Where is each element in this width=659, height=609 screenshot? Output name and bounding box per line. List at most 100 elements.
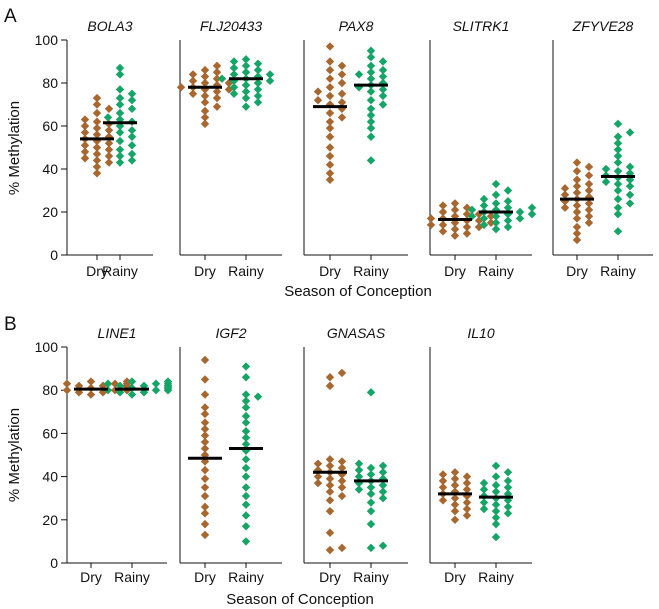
- data-point-rainy: [127, 104, 137, 113]
- data-point-rainy: [479, 498, 489, 507]
- data-point-rainy: [354, 485, 364, 494]
- data-point-dry: [80, 154, 90, 163]
- y-tick-label: 0: [50, 247, 58, 263]
- category-label-rainy: Rainy: [353, 263, 389, 279]
- data-point-dry: [325, 42, 335, 51]
- panel-gnasas: GNASAS Dry Rainy: [303, 325, 408, 585]
- data-point-rainy: [115, 136, 125, 146]
- data-point-dry: [176, 83, 186, 92]
- data-point-dry: [200, 483, 210, 492]
- y-tick-label: 100: [35, 339, 59, 355]
- category-label-dry: Dry: [86, 263, 108, 279]
- data-point-rainy: [378, 487, 388, 496]
- data-point-rainy: [241, 87, 251, 96]
- data-point-dry: [462, 504, 472, 514]
- data-point-rainy: [491, 519, 501, 529]
- data-point-dry: [584, 212, 594, 221]
- data-point-dry: [92, 143, 102, 152]
- data-point-dry: [462, 472, 472, 481]
- category-label-rainy: Rainy: [114, 569, 150, 585]
- chart-B: B % Methylation 0 20 40 60 80 100 Season of Conc…: [4, 314, 532, 608]
- data-point-dry: [325, 481, 335, 490]
- data-point-rainy: [354, 465, 364, 475]
- data-point-dry: [584, 179, 594, 189]
- data-point-dry: [92, 100, 102, 109]
- data-point-rainy: [241, 418, 251, 427]
- data-point-rainy: [253, 98, 263, 107]
- data-point-dry: [313, 87, 323, 96]
- data-point-dry: [224, 85, 234, 94]
- data-point-rainy: [127, 149, 137, 159]
- data-point-dry: [104, 104, 114, 113]
- data-point-rainy: [378, 494, 388, 503]
- data-point-dry: [438, 483, 448, 492]
- data-point-dry: [62, 386, 72, 395]
- data-point-rainy: [241, 472, 251, 481]
- y-tick-label: 0: [50, 555, 58, 571]
- data-point-rainy: [366, 87, 376, 96]
- data-point-dry: [200, 375, 210, 384]
- data-point-rainy: [378, 57, 388, 66]
- data-point-rainy: [241, 55, 251, 64]
- data-point-rainy: [241, 511, 251, 520]
- data-point-dry: [200, 530, 210, 540]
- data-point-rainy: [601, 177, 611, 187]
- data-point-rainy: [491, 218, 501, 227]
- data-point-rainy: [491, 481, 501, 490]
- data-point-rainy: [515, 207, 525, 217]
- panel-il10: IL10 Dry Rainy: [429, 325, 532, 585]
- category-label-dry: Dry: [319, 569, 341, 585]
- data-point-rainy: [253, 78, 263, 88]
- data-point-rainy: [366, 156, 376, 165]
- data-point-rainy: [503, 197, 513, 206]
- data-point-rainy: [503, 186, 513, 195]
- data-point-dry: [200, 424, 210, 434]
- data-point-dry: [200, 465, 210, 475]
- y-tick-label: 100: [35, 32, 59, 48]
- y-tick-label: 20: [42, 204, 58, 220]
- data-point-rainy: [229, 89, 239, 98]
- data-point-rainy: [479, 485, 489, 494]
- data-point-dry: [325, 487, 335, 496]
- data-point-rainy: [241, 68, 251, 77]
- data-point-dry: [92, 93, 102, 103]
- data-point-rainy: [613, 139, 623, 148]
- data-point-rainy: [241, 102, 251, 111]
- data-point-rainy: [241, 80, 251, 90]
- data-point-dry: [572, 235, 582, 245]
- data-point-rainy: [241, 427, 251, 436]
- data-point-dry: [80, 128, 90, 137]
- data-point-dry: [438, 496, 448, 505]
- data-point-rainy: [378, 468, 388, 477]
- data-point-dry: [325, 175, 335, 184]
- data-point-dry: [572, 188, 582, 197]
- data-point-rainy: [613, 151, 623, 161]
- data-point-dry: [122, 377, 132, 386]
- data-point-dry: [92, 149, 102, 159]
- data-point-dry: [462, 511, 472, 520]
- data-point-dry: [62, 379, 72, 388]
- data-point-dry: [572, 229, 582, 238]
- data-point-rainy: [378, 85, 388, 94]
- data-point-rainy: [366, 489, 376, 499]
- data-point-rainy: [253, 65, 263, 75]
- data-point-rainy: [491, 487, 501, 496]
- data-point-rainy: [491, 532, 501, 542]
- data-point-rainy: [115, 128, 125, 137]
- data-point-rainy: [378, 100, 388, 109]
- data-point-dry: [188, 70, 198, 79]
- data-point-dry: [200, 444, 210, 453]
- data-point-dry: [80, 121, 90, 131]
- data-point-rainy: [241, 61, 251, 70]
- data-point-rainy: [366, 117, 376, 126]
- data-point-dry: [200, 85, 210, 94]
- data-point-dry: [200, 91, 210, 101]
- data-point-rainy: [613, 186, 623, 195]
- data-point-dry: [313, 478, 323, 488]
- data-point-dry: [325, 160, 335, 169]
- data-point-rainy: [241, 390, 251, 399]
- data-point-dry: [325, 545, 335, 555]
- data-point-dry: [486, 218, 496, 227]
- data-point-rainy: [613, 227, 623, 236]
- data-point-dry: [438, 220, 448, 230]
